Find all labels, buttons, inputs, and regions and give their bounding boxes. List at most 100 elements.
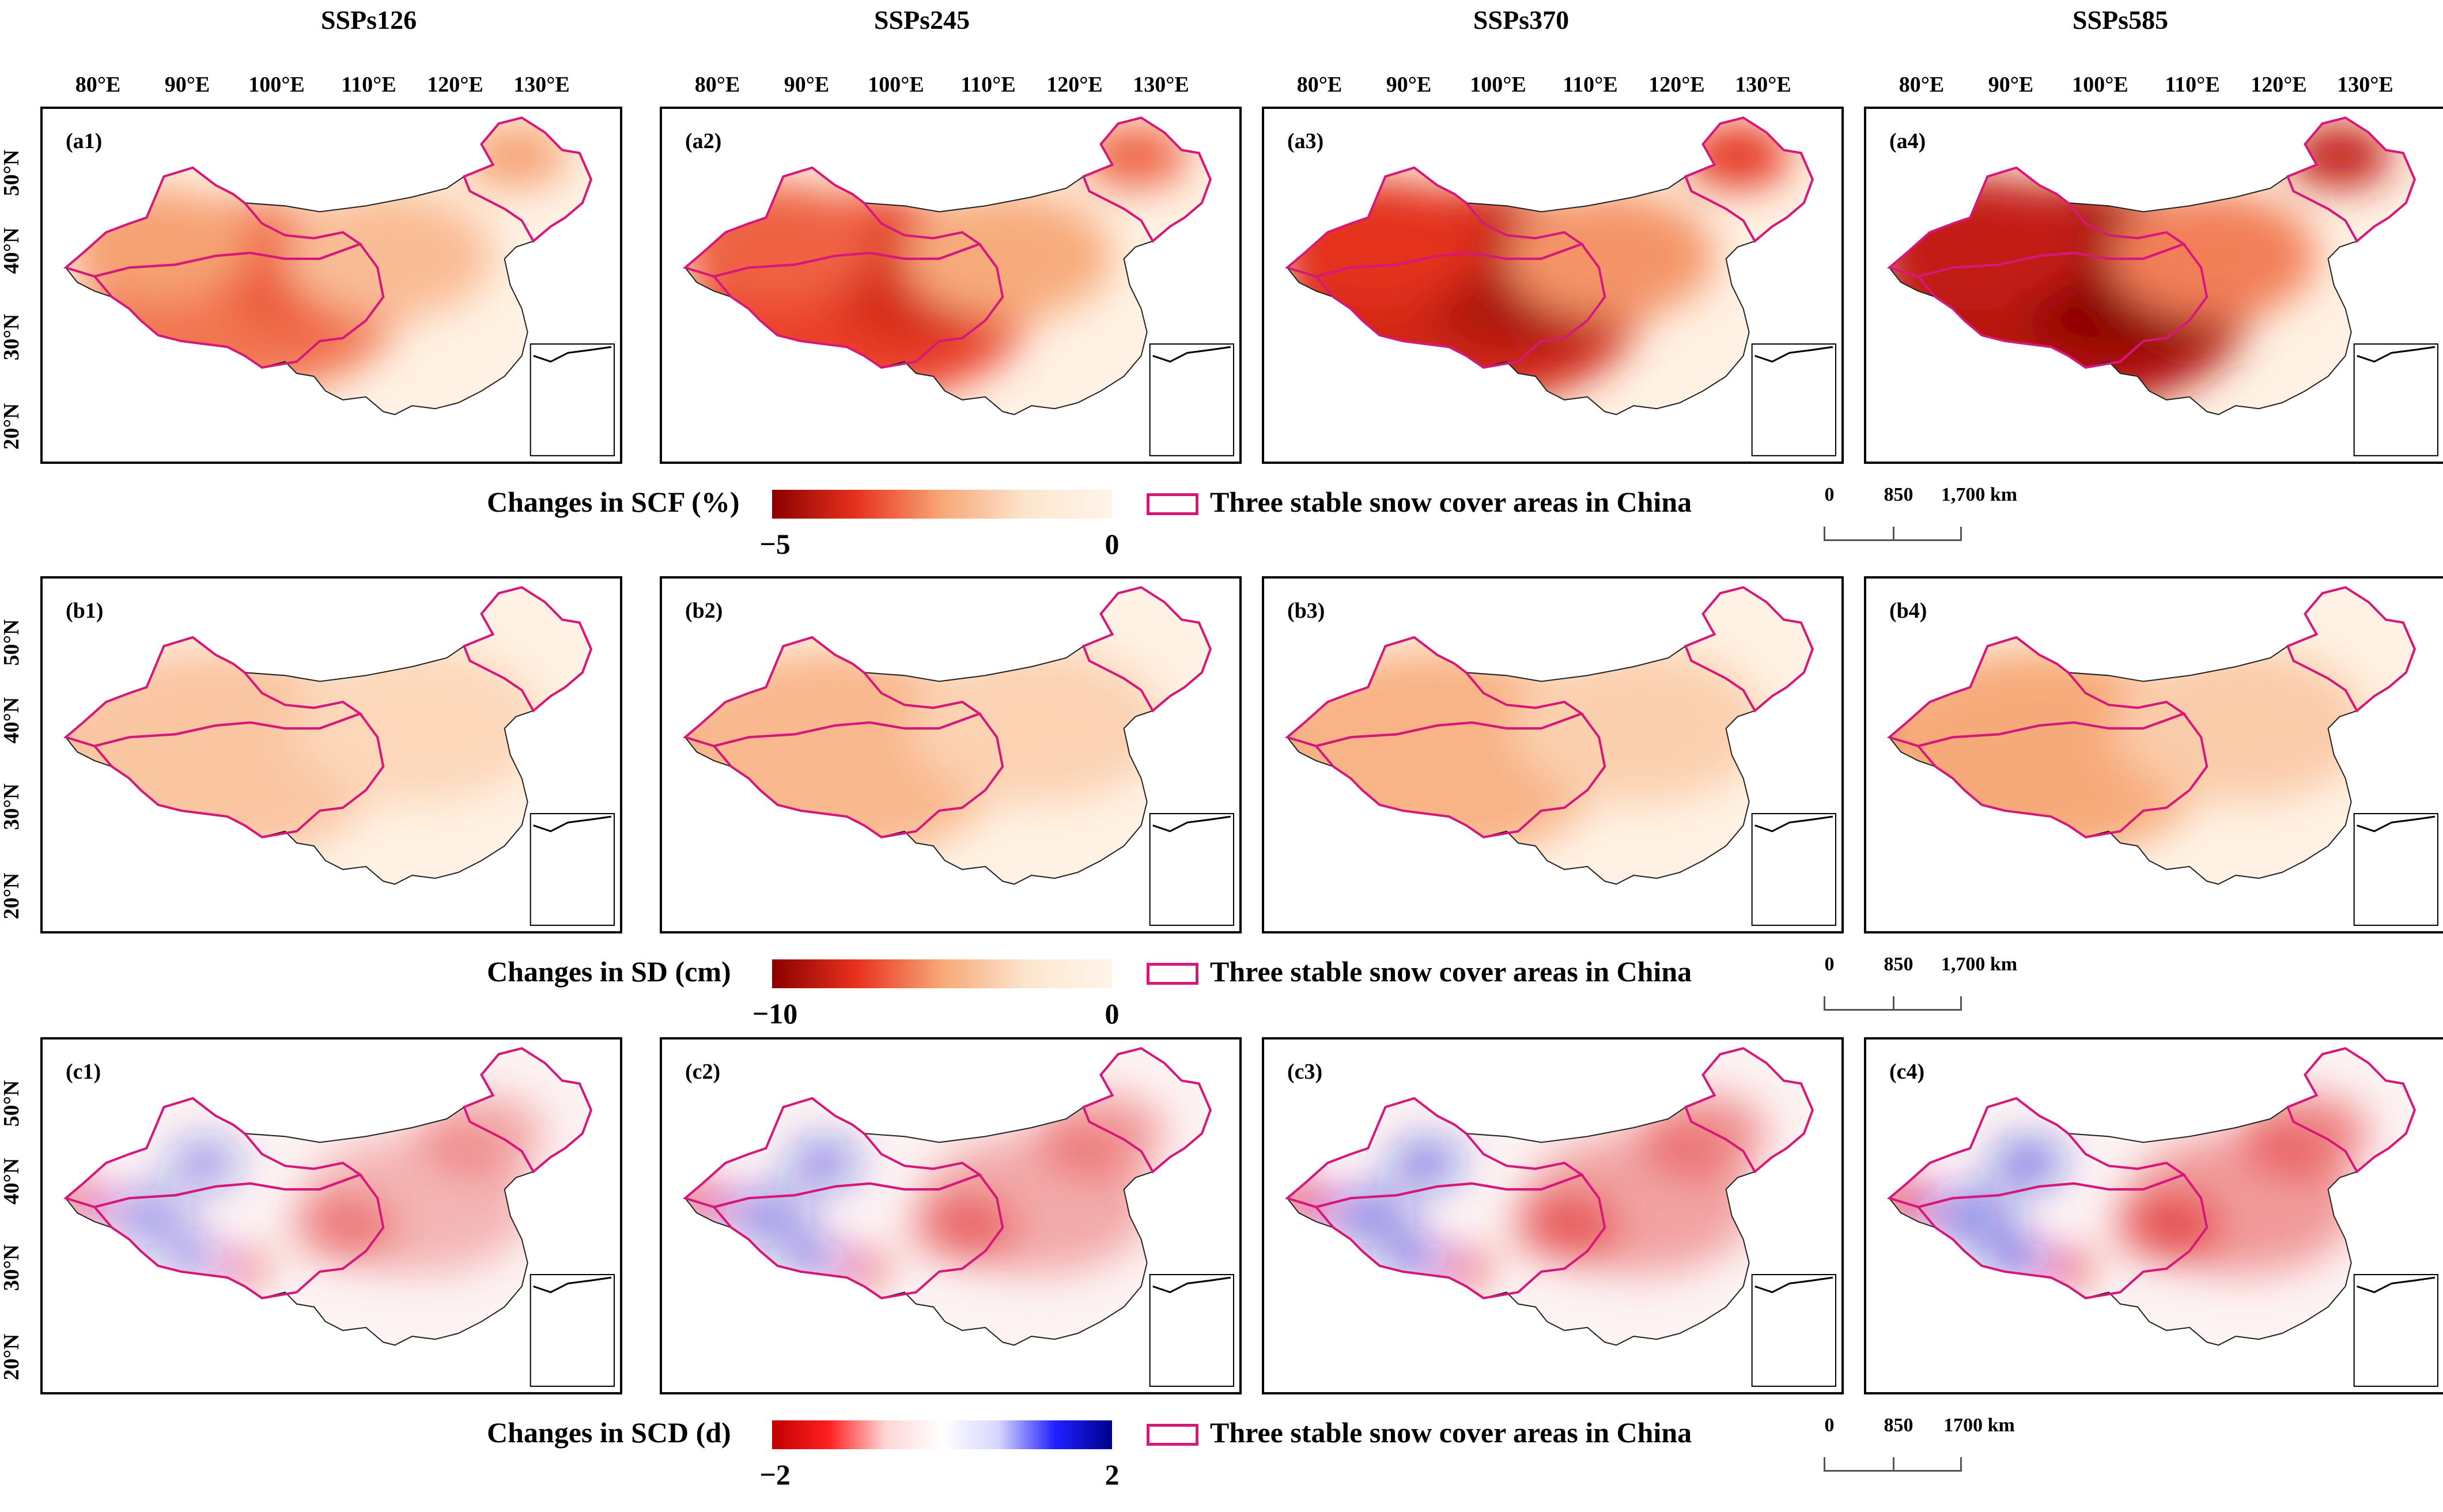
scale-bar-tick <box>1960 996 1962 1011</box>
tibetan-plateau-boundary <box>1916 1173 2208 1299</box>
northeast-boundary <box>462 116 593 243</box>
lat-tick-label: 40°N <box>0 1158 24 1205</box>
panel-label: (c3) <box>1287 1060 1323 1084</box>
colorbar-min-label: −2 <box>759 1458 791 1491</box>
south-china-sea-inset <box>530 1273 615 1387</box>
lon-tick-label: 90°E <box>1386 73 1432 97</box>
lat-tick-label: 40°N <box>0 227 24 274</box>
northeast-boundary <box>2286 586 2416 713</box>
lat-tick-label: 20°N <box>0 403 24 450</box>
china-map <box>1886 586 2438 926</box>
lat-tick-label: 20°N <box>0 872 24 920</box>
colorbar <box>772 490 1112 519</box>
inset-coastline <box>1152 1276 1231 1294</box>
lon-tick-label: 90°E <box>164 73 210 97</box>
scale-bar: 0 850 1700 km <box>1824 1415 2015 1484</box>
change-hotspot <box>2114 648 2369 803</box>
scale-bar-tick <box>1960 1457 1962 1472</box>
map-panel: (c2) <box>660 1037 1242 1394</box>
lon-tick-label: 80°E <box>1296 73 1342 97</box>
change-hotspot <box>1512 648 1767 803</box>
northeast-boundary <box>1684 116 1814 243</box>
china-map <box>63 1047 615 1387</box>
scale-bar-tick <box>1893 527 1894 541</box>
inset-coastline <box>1754 815 1833 833</box>
tibetan-plateau-boundary <box>712 243 1004 369</box>
change-hotspot <box>285 192 493 320</box>
change-hotspot <box>2108 192 2317 320</box>
map-panel: (c1) <box>40 1037 622 1394</box>
change-hotspot <box>1391 1141 1461 1184</box>
scale-bar-label: 1700 km <box>1943 1415 2015 1436</box>
lon-tick-label: 90°E <box>1988 73 2034 97</box>
tibetan-plateau-boundary <box>92 1173 385 1299</box>
china-map <box>1284 1047 1836 1387</box>
column-title-ssp245: SSPs245 <box>873 5 970 35</box>
inset-coastline <box>1152 346 1231 363</box>
lat-tick-label: 50°N <box>0 619 24 666</box>
change-hotspot <box>1385 1239 1443 1275</box>
map-panel: (b3) <box>1262 576 1844 933</box>
change-hotspot <box>904 192 1113 320</box>
colorbar-min-label: −10 <box>752 997 798 1030</box>
scale-bar-label: 850 <box>1884 1415 1913 1436</box>
change-hotspot <box>100 1188 193 1244</box>
scale-bar-label: 0 <box>1824 954 1835 975</box>
south-china-sea-inset <box>2353 343 2438 456</box>
change-hotspot <box>464 124 568 188</box>
boundary-legend-label: Three stable snow cover areas in China <box>1210 1416 1692 1449</box>
change-hotspot <box>1322 1188 1415 1244</box>
change-hotspot <box>1924 1188 2017 1244</box>
tibetan-plateau-boundary <box>1314 712 1606 838</box>
map-panel: (a2) <box>660 107 1242 464</box>
scale-bar: 0 850 1,700 km <box>1824 954 2017 1023</box>
south-china-sea-inset <box>2353 812 2438 926</box>
northeast-boundary <box>1684 1047 1814 1174</box>
china-map <box>682 116 1234 456</box>
lon-tick-label: 100°E <box>2072 73 2128 97</box>
inset-coastline <box>2357 815 2436 833</box>
scale-bar-tick <box>1893 996 1894 1011</box>
colorbar-title: Changes in SCF (%) <box>487 486 740 518</box>
scale-bar-tick <box>1960 527 1962 541</box>
inset-coastline <box>533 346 612 363</box>
scale-bar-tick <box>1893 1457 1894 1472</box>
change-hotspot <box>2287 124 2392 188</box>
column-title-ssp370: SSPs370 <box>1473 5 1570 35</box>
scale-bar-tick <box>1824 1457 1825 1472</box>
china-map <box>682 586 1234 926</box>
tibetan-plateau-boundary <box>1916 243 2208 369</box>
boundary-legend-swatch <box>1147 493 1198 515</box>
tibetan-plateau-boundary <box>712 712 1004 838</box>
panel-label: (b2) <box>685 599 723 623</box>
china-map <box>682 1047 1234 1387</box>
scale-bar-label: 850 <box>1884 954 1913 975</box>
south-china-sea-inset <box>1751 343 1836 456</box>
lon-tick-label: 90°E <box>784 73 830 97</box>
change-hotspot <box>1889 177 2092 311</box>
panel-label: (a2) <box>685 129 722 153</box>
change-hotspot <box>910 648 1164 803</box>
change-hotspot <box>1443 1254 1489 1283</box>
lon-tick-label: 130°E <box>1133 73 1189 97</box>
lon-tick-label: 130°E <box>1735 73 1791 97</box>
change-hotspot <box>1685 124 1790 188</box>
tibetan-plateau-boundary <box>92 243 385 369</box>
northeast-boundary <box>462 586 593 713</box>
south-china-sea-inset <box>1149 812 1234 926</box>
northeast-boundary <box>462 1047 593 1174</box>
inset-coastline <box>533 1276 612 1294</box>
colorbar-min-label: −5 <box>759 528 791 560</box>
inset-coastline <box>1754 1276 1833 1294</box>
colorbar <box>772 959 1112 988</box>
lon-tick-label: 80°E <box>694 73 740 97</box>
scale-bar-label: 0 <box>1824 1415 1835 1436</box>
china-map <box>1284 116 1836 456</box>
scale-bar-tick <box>1824 527 1825 541</box>
panel-label: (c2) <box>685 1060 721 1084</box>
change-hotspot <box>169 1141 239 1184</box>
china-map <box>1886 116 2438 456</box>
south-china-sea-inset <box>530 343 615 456</box>
scale-bar-label: 1,700 km <box>1941 484 2018 505</box>
panel-label: (a3) <box>1287 129 1324 153</box>
